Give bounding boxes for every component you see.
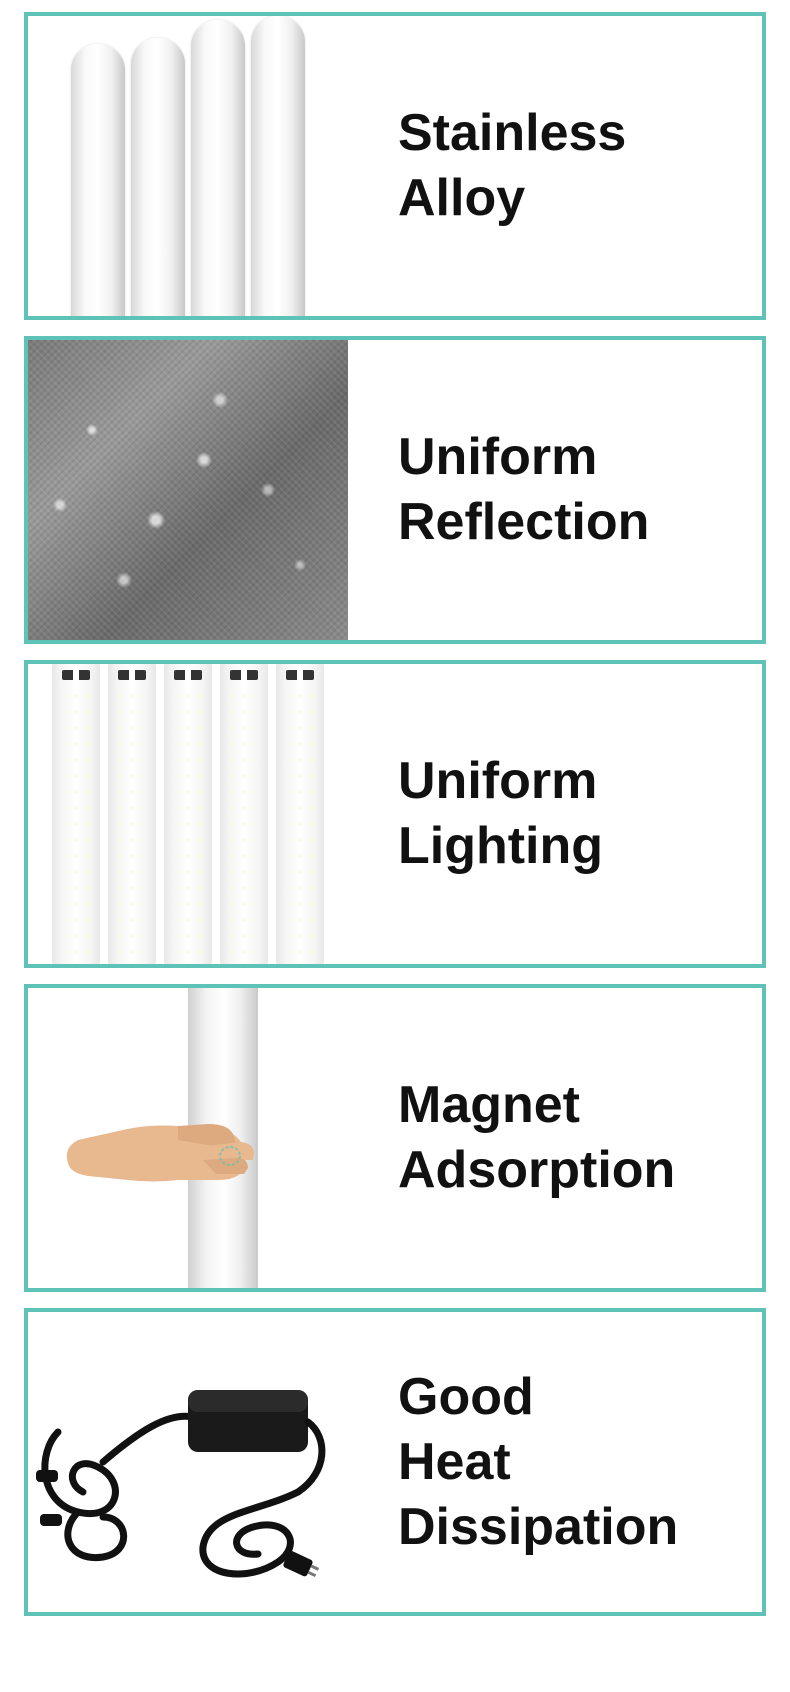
feature-title: Stainless Alloy (398, 101, 762, 231)
title-line: Alloy (398, 166, 762, 231)
feature-image-magnet-adsorption (28, 988, 348, 1288)
feature-title: Uniform Reflection (398, 425, 762, 555)
title-line: Good (398, 1365, 762, 1430)
power-adapter-icon (28, 1312, 348, 1612)
title-line: Adsorption (398, 1138, 762, 1203)
title-line: Dissipation (398, 1495, 762, 1560)
feature-text: Stainless Alloy (348, 101, 762, 231)
feature-image-good-heat-dissipation (28, 1312, 348, 1612)
title-line: Uniform (398, 749, 762, 814)
feature-image-uniform-reflection (28, 340, 348, 640)
feature-card-magnet-adsorption: Magnet Adsorption (24, 984, 766, 1292)
feature-image-stainless-alloy (28, 16, 348, 316)
hand-icon (58, 1108, 268, 1198)
feature-image-uniform-lighting (28, 664, 348, 964)
feature-title: Magnet Adsorption (398, 1073, 762, 1203)
hand-tube-icon (28, 988, 348, 1288)
title-line: Lighting (398, 814, 762, 879)
feature-text: Uniform Lighting (348, 749, 762, 879)
title-line: Reflection (398, 490, 762, 555)
metal-tubes-icon (71, 16, 305, 316)
title-line: Stainless (398, 101, 762, 166)
feature-card-uniform-lighting: Uniform Lighting (24, 660, 766, 968)
feature-title: Good Heat Dissipation (398, 1365, 762, 1560)
title-line: Heat (398, 1430, 762, 1495)
title-line: Magnet (398, 1073, 762, 1138)
feature-list: Stainless Alloy Uniform Reflection (0, 0, 790, 1628)
feature-text: Uniform Reflection (348, 425, 762, 555)
feature-text: Magnet Adsorption (348, 1073, 762, 1203)
feature-text: Good Heat Dissipation (348, 1365, 762, 1560)
feature-title: Uniform Lighting (398, 749, 762, 879)
led-strips-icon (52, 664, 324, 964)
feature-card-uniform-reflection: Uniform Reflection (24, 336, 766, 644)
reflective-fabric-icon (28, 340, 348, 640)
feature-card-stainless-alloy: Stainless Alloy (24, 12, 766, 320)
feature-card-good-heat-dissipation: Good Heat Dissipation (24, 1308, 766, 1616)
title-line: Uniform (398, 425, 762, 490)
